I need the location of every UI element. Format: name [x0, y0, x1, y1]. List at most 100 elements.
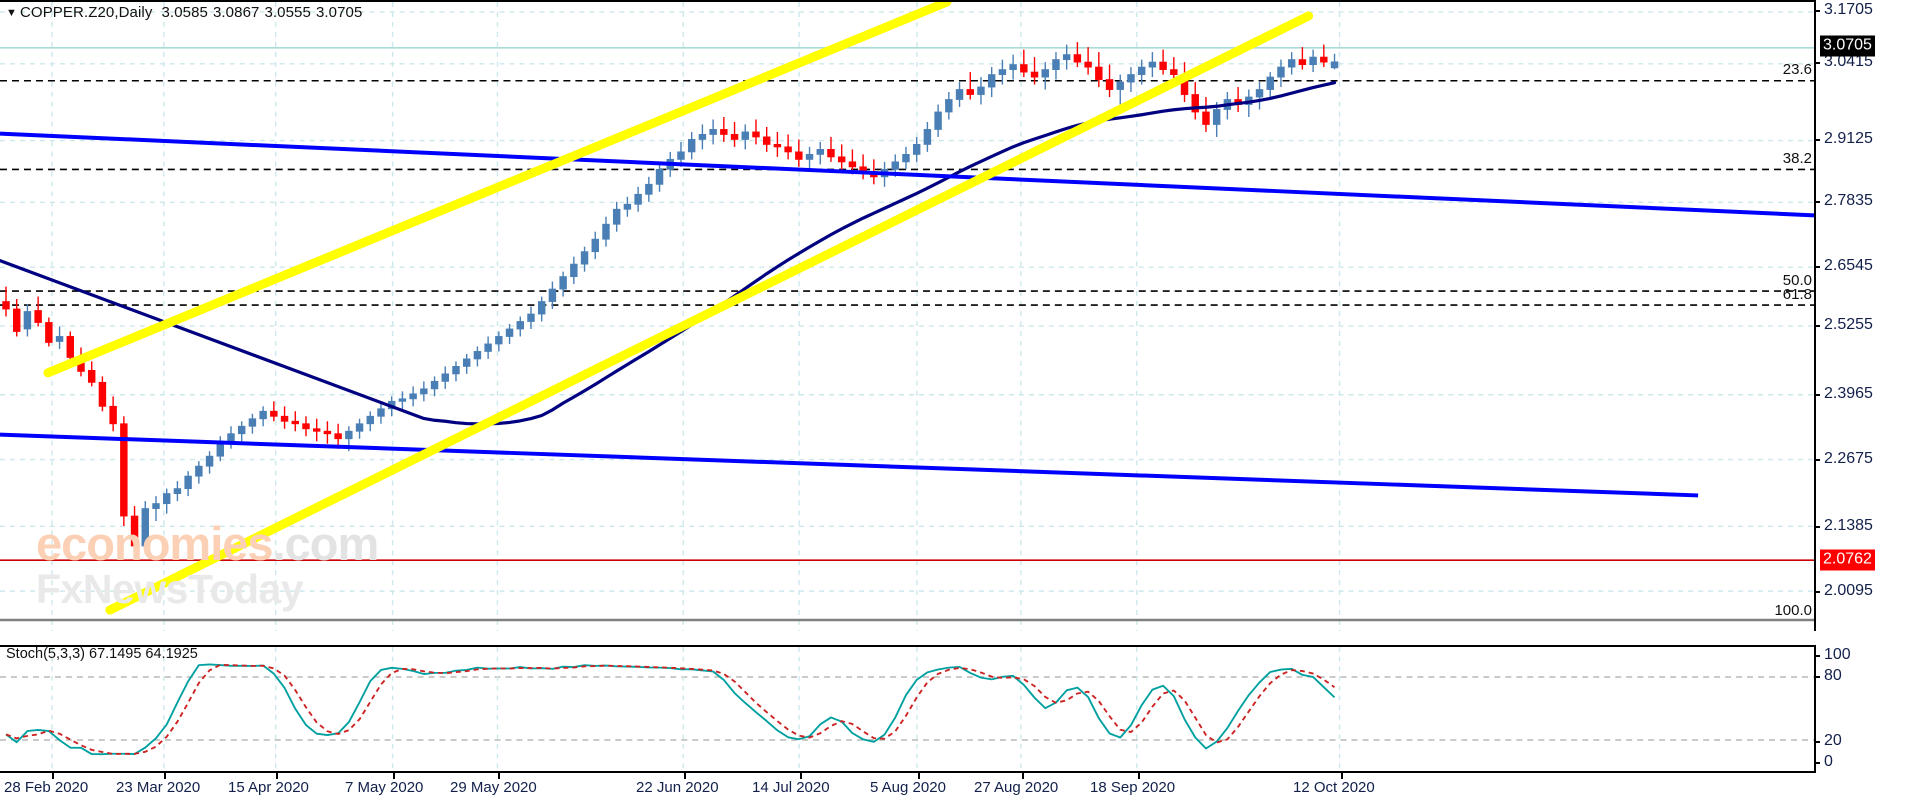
candle-body: [773, 144, 782, 148]
trend-channel-yellow: [43, 2, 1314, 615]
candle-body: [120, 423, 128, 517]
time-tick-mark: [52, 773, 54, 779]
candle-body: [398, 398, 407, 402]
candle-body: [634, 193, 642, 205]
time-axis[interactable]: 28 Feb 2020 23 Mar 2020 15 Apr 2020 7 May 2…: [0, 773, 1916, 807]
low-value: 3.0555: [264, 4, 311, 21]
price-axis[interactable]: 3.1705 3.0415 2.9125 2.7835 2.6545 2.5255 2.39…: [1814, 0, 1916, 631]
candle-body: [259, 410, 267, 420]
time-tick-label: 23 Mar 2020: [116, 779, 201, 796]
price-tick-mark: [1814, 139, 1820, 141]
candle-body: [1212, 109, 1221, 125]
candle-body: [784, 146, 792, 153]
stochastic-d-value: 64.1925: [145, 646, 198, 662]
candle-body: [195, 465, 203, 477]
time-tick-mark: [1341, 773, 1343, 779]
time-tick-mark: [684, 773, 686, 779]
candle-body: [1298, 59, 1307, 65]
stochastic-d-line: [5, 663, 1336, 755]
price-tick-label: 2.5255: [1824, 316, 1873, 333]
candle-body: [537, 301, 546, 315]
candle-body: [709, 129, 717, 135]
fibonacci-label: 61.8: [1782, 286, 1812, 303]
channel-upper-line: [43, 2, 952, 378]
candle-body: [934, 111, 942, 130]
price-tick-label: 2.2675: [1824, 450, 1873, 467]
candle-body: [1309, 56, 1317, 65]
candle-body: [152, 503, 160, 509]
stochastic-tick-label: 20: [1824, 732, 1842, 749]
candle-body: [741, 131, 749, 140]
candle-body: [302, 423, 310, 430]
price-tick-mark: [1814, 459, 1820, 461]
triangle-down-icon[interactable]: ▼: [6, 7, 17, 19]
price-tick-label: 2.1385: [1824, 517, 1873, 534]
candle-body: [34, 310, 42, 323]
candle-body: [1009, 64, 1017, 70]
candle-body: [1105, 79, 1114, 90]
stochastic-grid: [0, 647, 1814, 771]
time-tick-mark: [498, 773, 500, 779]
candle-body: [323, 430, 332, 435]
time-tick-mark: [164, 773, 166, 779]
candle-body: [837, 156, 846, 163]
candle-body: [1255, 89, 1264, 98]
price-tick-mark: [1814, 266, 1820, 268]
candle-body: [430, 380, 439, 390]
candle-body: [516, 321, 524, 330]
time-tick-mark: [276, 773, 278, 779]
time-tick-mark: [918, 773, 920, 779]
quote-header: ▼ COPPER.Z20,Daily 3.0585 3.0867 3.0555 3.070…: [6, 4, 367, 21]
candle-body: [762, 136, 771, 145]
candle-body: [1020, 64, 1028, 73]
candle-body: [1073, 54, 1082, 63]
candle-body: [473, 351, 482, 360]
candle-body: [452, 365, 460, 375]
candle-body: [1041, 69, 1049, 78]
stochastic-canvas: [0, 647, 1814, 771]
candle-body: [1287, 59, 1296, 68]
time-tick-label: 18 Sep 2020: [1090, 779, 1176, 796]
candle-body: [559, 276, 567, 290]
candle-body: [366, 415, 374, 425]
candle-body: [237, 425, 246, 435]
candle-body: [1266, 76, 1274, 90]
candle-body: [1052, 59, 1060, 70]
candle-body: [966, 89, 974, 95]
candle-body: [1170, 69, 1178, 75]
price-chart-pane[interactable]: [0, 0, 1816, 631]
time-tick-label: 22 Jun 2020: [636, 779, 719, 796]
candle-body: [1137, 66, 1146, 75]
stochastic-tick-label: 100: [1824, 646, 1851, 663]
candle-body: [420, 388, 428, 395]
candle-body: [98, 381, 107, 407]
stochastic-axis[interactable]: 100 80 20 0: [1814, 645, 1916, 773]
candle-body: [977, 86, 985, 95]
fibonacci-label: 50.0: [1782, 272, 1812, 289]
candle-body: [205, 455, 214, 467]
time-tick-label: 29 May 2020: [450, 779, 537, 796]
candle-body: [1095, 66, 1103, 80]
candle-body: [891, 161, 899, 170]
candle-body: [162, 493, 171, 504]
candle-body: [184, 475, 192, 490]
stochastic-pane[interactable]: [0, 645, 1816, 773]
candle-body: [291, 420, 299, 425]
candle-body: [227, 433, 235, 442]
candle-body: [998, 69, 1007, 75]
candle-body: [698, 134, 707, 140]
candle-body: [484, 343, 492, 352]
candle-body: [1062, 54, 1071, 61]
candle-body: [1084, 61, 1092, 68]
candle-body: [2, 301, 10, 310]
candle-body: [827, 149, 835, 158]
price-tick-mark: [1814, 591, 1820, 593]
trendline-resistance: [0, 131, 1814, 218]
candle-body: [580, 251, 589, 265]
candle-body: [345, 430, 353, 440]
stochastic-k-line: [5, 663, 1336, 756]
fibonacci-label: 23.6: [1782, 61, 1812, 78]
candle-body: [848, 161, 857, 168]
candle-body: [527, 313, 535, 322]
